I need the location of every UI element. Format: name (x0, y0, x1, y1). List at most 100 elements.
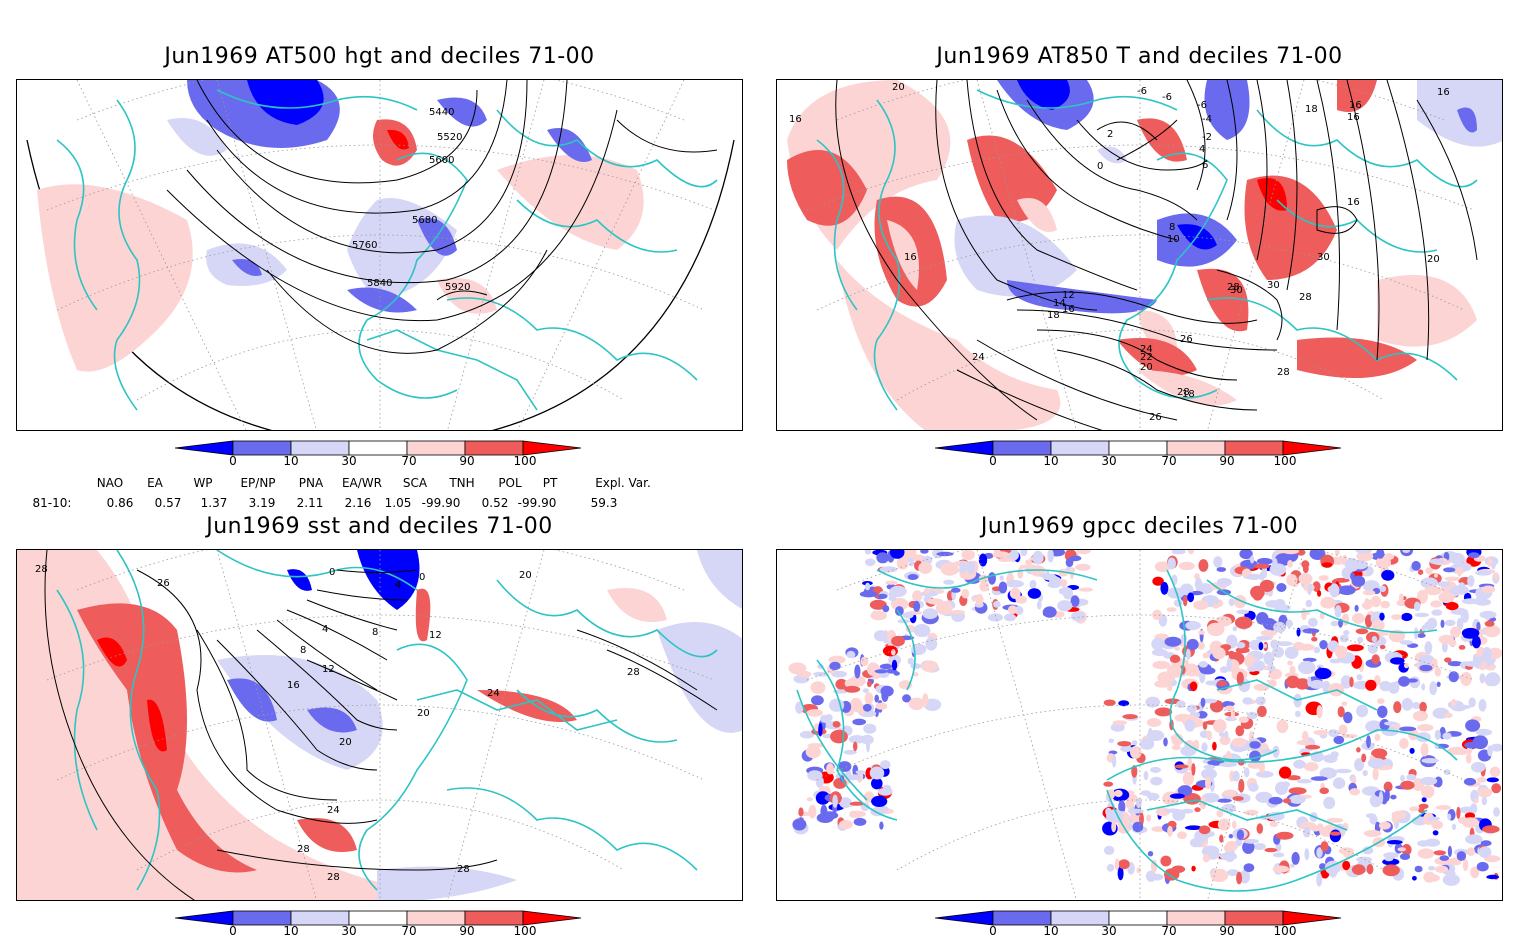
precip-cell (1157, 671, 1176, 684)
precip-cell (1443, 567, 1456, 573)
precip-cell (1248, 782, 1259, 792)
precip-cell (1239, 550, 1253, 560)
precip-cell (882, 645, 898, 657)
precip-cell (1171, 744, 1181, 751)
precip-cell (1362, 846, 1374, 855)
precip-cell (1484, 620, 1495, 627)
precip-cell (1198, 661, 1208, 668)
precip-cell (889, 550, 905, 559)
precip-cell (1174, 764, 1189, 769)
precip-cell (1255, 791, 1273, 803)
precip-cell (880, 760, 891, 770)
precip-cell (1150, 776, 1163, 786)
precip-cell (1383, 553, 1395, 560)
colorbar-label: 90 (459, 454, 475, 468)
precip-cell (820, 804, 828, 819)
precip-cell (1401, 612, 1413, 622)
precip-cell (1356, 704, 1369, 718)
colorbar-swatch (464, 910, 524, 926)
precip-cell (959, 560, 967, 574)
contour-label: -4 (1202, 114, 1212, 125)
precip-cell (879, 566, 898, 573)
precip-cell (895, 606, 904, 616)
colorbar-swatch (290, 910, 350, 926)
precip-cell (874, 694, 879, 703)
precip-cell (1476, 861, 1489, 872)
colorbar-swatch (1166, 910, 1226, 926)
precip-cell (890, 597, 909, 611)
precip-cell (1460, 672, 1472, 686)
precip-cell (1236, 829, 1245, 841)
precip-cell (1103, 781, 1114, 787)
contour-label: 4 (1199, 144, 1205, 155)
precip-cell (844, 685, 861, 693)
contour-label: -6 (1162, 92, 1172, 103)
precip-cell (1309, 550, 1326, 560)
precip-cell (1152, 576, 1164, 586)
precip-cell (865, 582, 871, 591)
precip-cell (912, 590, 923, 602)
precip-cell (1430, 600, 1442, 608)
precip-cell (1117, 741, 1132, 747)
precip-cell (1205, 776, 1211, 790)
precip-cell (1414, 865, 1423, 873)
contour-label: 5440 (429, 107, 454, 118)
precip-cell (1201, 768, 1217, 780)
precip-cell (961, 588, 970, 599)
precip-cell (1247, 711, 1258, 720)
contour-label: 6 (1202, 160, 1208, 171)
precip-cell (1377, 698, 1385, 704)
precip-cell (1203, 764, 1216, 770)
precip-cell (1409, 747, 1415, 754)
precip-cell (1167, 825, 1173, 837)
colorbar-swatch (1108, 910, 1168, 926)
precip-cell (1434, 667, 1442, 677)
precip-cell (1351, 776, 1357, 785)
precip-cell (1112, 754, 1117, 768)
index-value-eawr: 2.16 (344, 496, 372, 510)
precip-cell (1444, 576, 1461, 581)
colorbar-label: 30 (341, 924, 357, 938)
precip-cell (1160, 581, 1169, 595)
precip-cell (1376, 550, 1385, 559)
colorbar-label: 70 (401, 924, 417, 938)
precip-cell (1431, 820, 1443, 830)
precip-cell (1236, 609, 1249, 615)
precip-cell (1341, 701, 1348, 706)
precip-cell (1406, 774, 1417, 781)
contour-label: 0 (419, 572, 425, 583)
precip-cell (1186, 704, 1198, 713)
precip-cell (1114, 789, 1123, 798)
precip-cell (1383, 852, 1399, 859)
precip-cell (1187, 592, 1195, 603)
contour-label: 24 (1140, 344, 1153, 355)
colorbar-sst: 0 10 30 70 90 100 (174, 910, 595, 940)
contour-label: 16 (1062, 304, 1075, 315)
precip-cell (1236, 671, 1244, 686)
precip-cell (1269, 563, 1287, 576)
precip-cell (869, 766, 885, 780)
precip-cell (871, 777, 883, 790)
precip-cell (1486, 874, 1500, 880)
precip-cell (1320, 596, 1336, 609)
indices-header: NAO EA WP EP/NP PNA EA/WR SCA TNH POL PT… (0, 476, 760, 492)
precip-cell (1421, 625, 1426, 632)
colorbar-swatch (290, 440, 350, 456)
precip-cell (1262, 618, 1277, 630)
colorbar-label: 70 (1161, 454, 1177, 468)
precip-cell (1256, 557, 1273, 565)
colorbar-swatch (934, 910, 994, 926)
precip-cell (1256, 770, 1274, 778)
precip-cell (1482, 825, 1500, 834)
precip-cell (1320, 841, 1329, 852)
contour-label: 28 (327, 872, 340, 883)
colorbar-swatch (1282, 440, 1342, 456)
precip-cell (1440, 619, 1445, 628)
precip-cell (1399, 853, 1411, 860)
precip-cell (1356, 551, 1374, 562)
precip-cell (1462, 598, 1480, 605)
precip-cell (1317, 590, 1322, 597)
precip-cell (866, 739, 870, 753)
colorbar-label: 0 (989, 924, 997, 938)
precip-cell (893, 671, 900, 676)
